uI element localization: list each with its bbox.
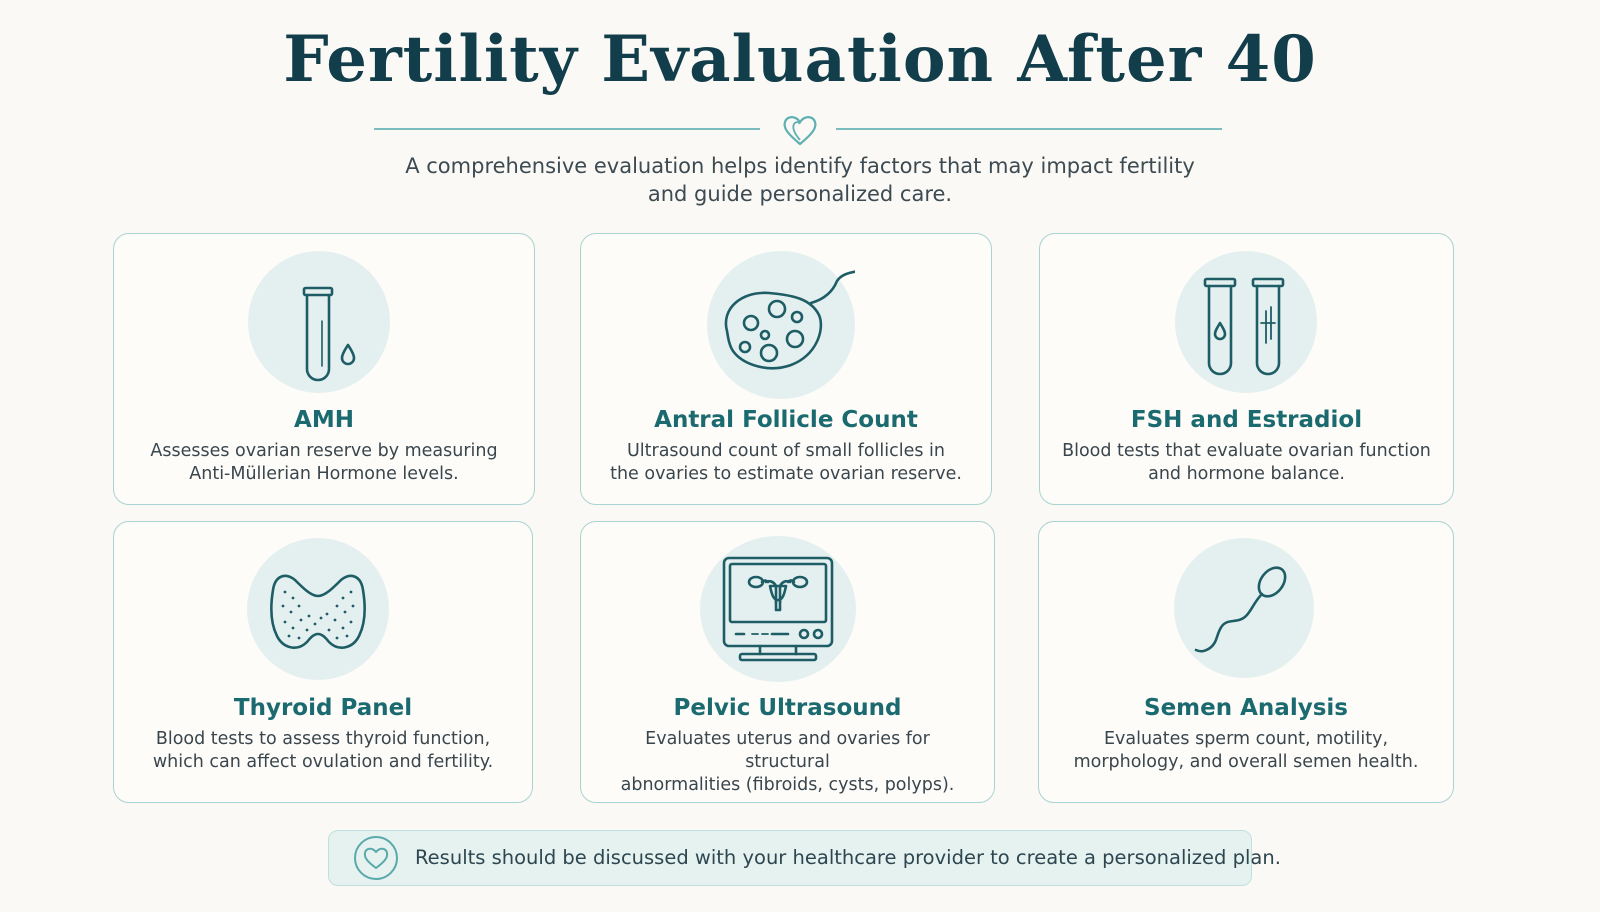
icon-badge [1175,251,1317,393]
card-desc-line-2: and hormone balance. [1148,464,1345,484]
card-desc-line-1: Blood tests to assess thyroid function, [155,729,491,749]
card-pelvic-ultrasound: Pelvic Ultrasound Evaluates uterus and o… [580,521,995,803]
card-desc-line-1: Evaluates sperm count, motility, [1103,729,1389,749]
card-antral-follicle-count: Antral Follicle Count Ultrasound count o… [580,233,992,505]
card-description: Blood tests to assess thyroid function, … [134,728,512,774]
two-test-tubes-icon [1203,277,1285,376]
icon-badge [707,251,855,399]
sperm-icon [1194,566,1287,653]
card-desc-line-1: Blood tests that evaluate ovarian functi… [1062,441,1431,461]
card-description: Assesses ovarian reserve by measuring An… [134,440,514,486]
card-desc-line-1: Evaluates uterus and ovaries for structu… [645,729,930,772]
title-divider-right [836,128,1222,130]
subtitle-line-1: A comprehensive evaluation helps identif… [405,154,1195,178]
card-description: Evaluates sperm count, motility, morphol… [1059,728,1433,774]
card-desc-line-1: Assesses ovarian reserve by measuring [150,441,498,461]
card-thyroid-panel: Thyroid Panel Blood tests to assess thyr… [113,521,533,803]
footer-text: Results should be discussed with your he… [415,846,1281,869]
card-desc-line-2: Anti-Müllerian Hormone levels. [189,464,459,484]
card-title: Thyroid Panel [233,695,413,721]
card-title: Antral Follicle Count [654,407,918,433]
icon-badge [700,536,856,682]
footer-banner: Results should be discussed with your he… [328,830,1281,886]
card-desc-line-2: the ovaries to estimate ovarian reserve. [610,464,962,484]
card-description: Blood tests that evaluate ovarian functi… [1060,440,1433,486]
card-desc-line-2: abnormalities (fibroids, cysts, polyps). [620,775,955,795]
ovary-follicles-icon [724,270,855,370]
heart-icon [783,116,817,146]
icon-badge [1174,538,1314,678]
card-description: Ultrasound count of small follicles in t… [601,440,971,486]
card-title: FSH and Estradiol [1130,407,1363,433]
card-fsh-estradiol: FSH and Estradiol Blood tests that evalu… [1039,233,1454,505]
page-title: Fertility Evaluation After 40 [283,22,1317,97]
card-title: AMH [294,407,354,433]
card-title: Pelvic Ultrasound [673,695,902,721]
heart-icon [354,836,398,880]
thyroid-icon [270,574,366,649]
card-desc-line-2: which can affect ovulation and fertility… [152,752,494,772]
card-title: Semen Analysis [1144,695,1348,721]
ultrasound-monitor-icon [722,556,834,662]
card-description: Evaluates uterus and ovaries for structu… [601,728,974,797]
icon-badge [248,251,390,393]
test-tube-icon [302,286,356,382]
card-semen-analysis: Semen Analysis Evaluates sperm count, mo… [1038,521,1454,803]
title-divider-left [374,128,760,130]
page-subtitle: A comprehensive evaluation helps identif… [300,152,1300,208]
card-desc-line-2: morphology, and overall semen health. [1073,752,1419,772]
subtitle-line-2: and guide personalized care. [647,182,953,206]
icon-badge [247,538,389,680]
card-desc-line-1: Ultrasound count of small follicles in [626,441,945,461]
card-amh: AMH Assesses ovarian reserve by measurin… [113,233,535,505]
